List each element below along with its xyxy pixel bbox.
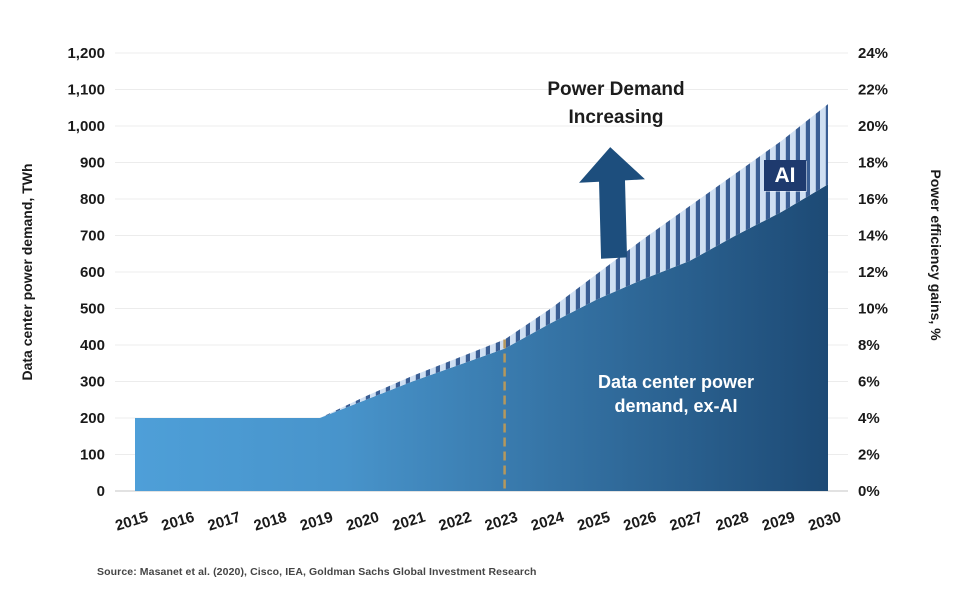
y-axis-tick-label: 1,100 (67, 82, 105, 99)
right-axis-tick-label: 14% (858, 228, 888, 245)
x-axis-tick-label: 2018 (252, 509, 289, 535)
x-axis-tick-label: 2029 (760, 509, 797, 535)
x-axis-tick-label: 2016 (159, 509, 196, 535)
x-axis-tick-label: 2030 (806, 509, 843, 535)
right-axis-tick-label: 20% (858, 118, 888, 135)
right-axis-tick-label: 24% (858, 45, 888, 62)
x-axis-tick-label: 2024 (529, 508, 567, 534)
up-arrow-icon (579, 147, 645, 259)
x-axis-tick-label: 2023 (483, 509, 520, 535)
x-axis-tick-label: 2015 (113, 509, 150, 535)
y-axis-tick-label: 900 (80, 155, 105, 172)
right-axis-title: Power efficiency gains, % (928, 169, 944, 341)
right-axis-tick-label: 16% (858, 191, 888, 208)
right-axis-tick-label: 2% (858, 447, 880, 464)
right-axis-tick-label: 12% (858, 264, 888, 281)
annotation-line2: Increasing (568, 107, 664, 128)
x-axis-tick-label: 2022 (437, 509, 474, 535)
x-axis-tick-label: 2025 (575, 509, 612, 535)
y-axis-tick-label: 700 (80, 228, 105, 245)
y-axis-tick-label: 600 (80, 264, 105, 281)
y-axis-tick-label: 1,000 (67, 118, 105, 135)
y-axis-tick-label: 500 (80, 301, 105, 318)
source-attribution: Source: Masanet et al. (2020), Cisco, IE… (97, 566, 537, 578)
right-axis-tick-label: 22% (858, 82, 888, 99)
y-axis-tick-label: 200 (80, 410, 105, 427)
y-axis-tick-label: 800 (80, 191, 105, 208)
ex-ai-area (135, 184, 828, 491)
y-axis-tick-label: 300 (80, 374, 105, 391)
right-axis-tick-label: 0% (858, 483, 880, 500)
x-axis-tick-label: 2021 (390, 509, 427, 535)
x-axis-tick-label: 2028 (714, 509, 751, 535)
x-axis-tick-label: 2027 (668, 509, 705, 535)
x-axis-tick-label: 2017 (206, 509, 243, 535)
annotation-power-demand: Power Demand Increasing (547, 76, 684, 132)
right-axis-tick-label: 18% (858, 155, 888, 172)
area-label-line2: demand, ex-AI (614, 396, 738, 416)
y-axis-tick-label: 400 (80, 337, 105, 354)
x-axis-tick-label: 2026 (621, 509, 658, 535)
right-axis-tick-label: 4% (858, 410, 880, 427)
x-axis-tick-label: 2020 (344, 509, 381, 535)
ai-badge-label: AI (774, 163, 796, 187)
y-axis-tick-label: 100 (80, 447, 105, 464)
area-label-line1: Data center power (597, 372, 755, 392)
annotation-line1: Power Demand (547, 79, 685, 100)
x-axis-tick-label: 2019 (298, 509, 335, 535)
y-axis-tick-label: 1,200 (67, 45, 105, 62)
right-axis-tick-label: 8% (858, 337, 880, 354)
ai-series-badge: AI (764, 160, 806, 191)
y-axis-tick-label: 0 (97, 483, 105, 500)
left-axis-title: Data center power demand, TWh (19, 163, 35, 381)
right-axis-tick-label: 6% (858, 374, 880, 391)
right-axis-tick-label: 10% (858, 301, 888, 318)
ex-ai-area-label: Data center power demand, ex-AI (598, 370, 754, 418)
